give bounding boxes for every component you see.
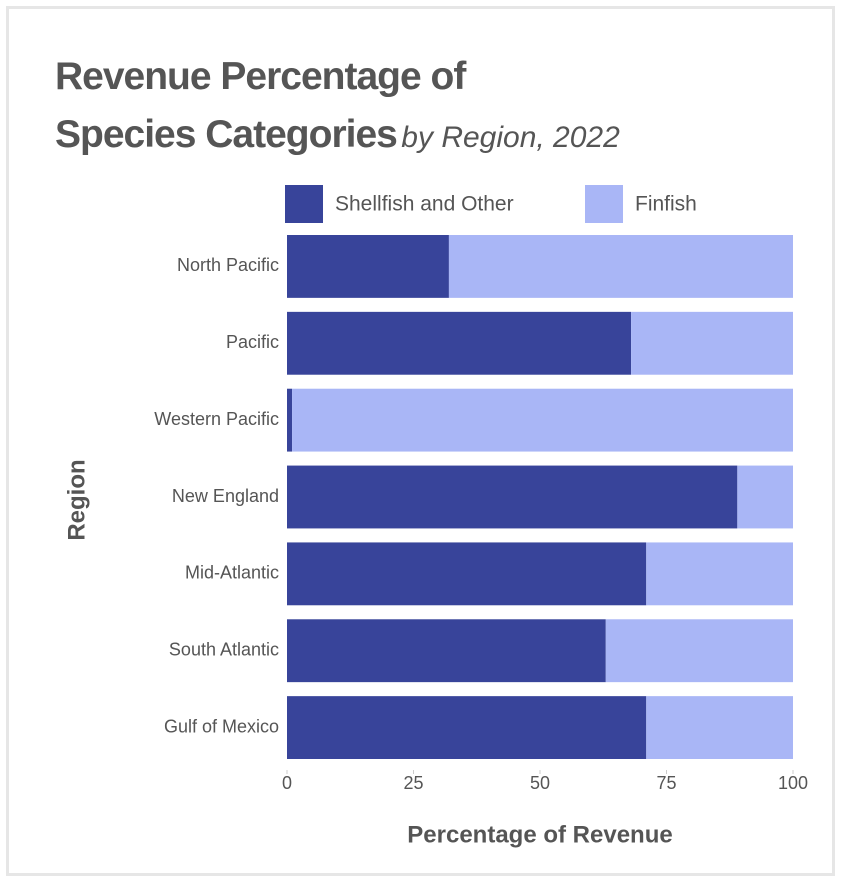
y-tick-label: North Pacific [177, 255, 279, 275]
y-tick-label: Gulf of Mexico [164, 716, 279, 736]
x-tick-label: 0 [282, 773, 292, 793]
legend-swatch [285, 185, 323, 223]
bar [646, 696, 793, 759]
legend-label: Shellfish and Other [335, 193, 514, 216]
bar [287, 311, 632, 375]
y-axis-title: Region [63, 459, 90, 540]
y-tick-label: South Atlantic [169, 639, 279, 659]
bar [287, 465, 738, 529]
x-tick-label: 25 [403, 773, 423, 793]
chart-subtitle: by Region, 2022 [401, 121, 620, 154]
legend-swatch [585, 185, 623, 223]
bar [646, 542, 793, 606]
bar [737, 465, 793, 529]
bar [287, 696, 647, 759]
y-tick-label: Western Pacific [154, 409, 279, 429]
bar [287, 619, 606, 683]
bar [287, 388, 293, 452]
x-axis-title: Percentage of Revenue [407, 821, 672, 848]
bar [287, 235, 449, 298]
bar [631, 311, 793, 375]
y-tick-label: New England [172, 486, 279, 506]
frame [6, 6, 835, 876]
bar [448, 235, 793, 298]
legend-label: Finfish [635, 193, 697, 216]
heading: Revenue Percentage of Species Categories… [55, 52, 620, 168]
x-tick-label: 75 [656, 773, 676, 793]
bar [292, 388, 793, 452]
bar [605, 619, 793, 683]
y-tick-label: Mid-Atlantic [185, 563, 279, 583]
x-tick-label: 50 [530, 773, 550, 793]
bar [287, 542, 647, 606]
x-tick-label: 100 [778, 773, 808, 793]
chart-title: Revenue Percentage of Species Categories [55, 55, 466, 156]
y-tick-label: Pacific [226, 332, 279, 352]
